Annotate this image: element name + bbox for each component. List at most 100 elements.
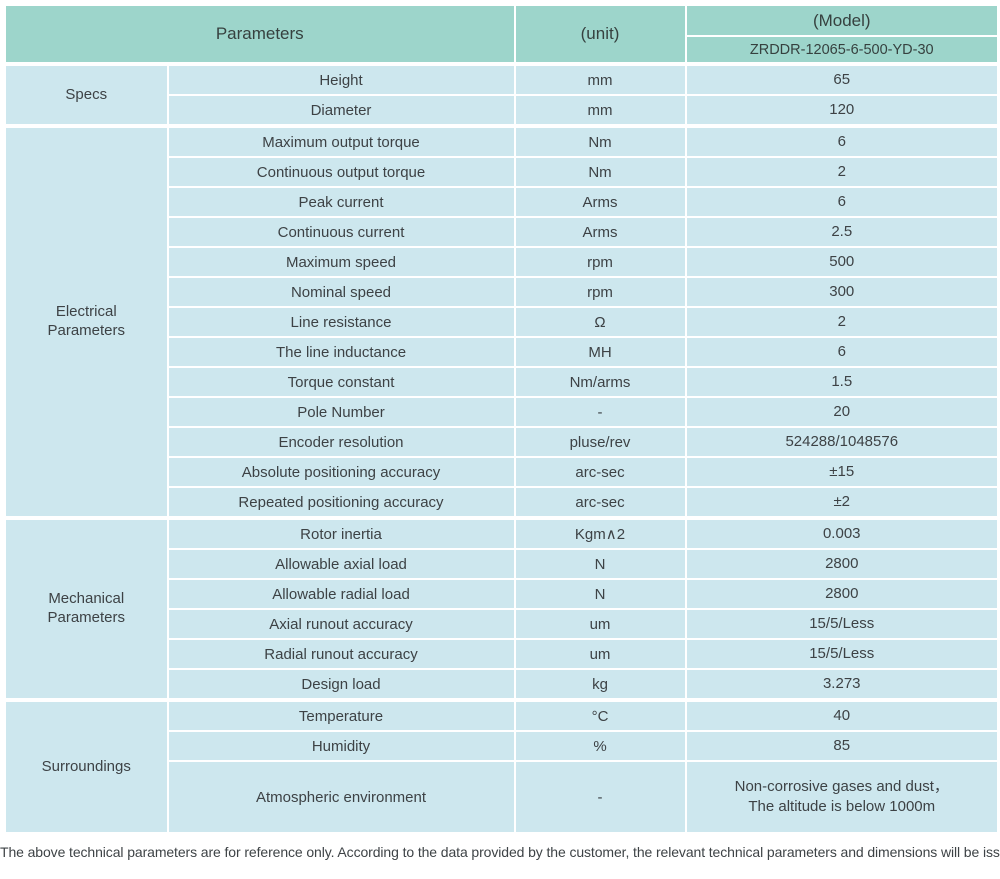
value-cell: 3.273 (684, 668, 1000, 701)
unit-cell: °C (513, 698, 687, 732)
value-cell: 20 (684, 396, 1000, 428)
unit-cell: N (513, 578, 687, 610)
unit-cell: Nm/arms (513, 366, 687, 398)
table-row: Continuous output torque Nm 2 (5, 156, 1000, 188)
value-cell: 2 (684, 156, 1000, 188)
param-cell: Maximum output torque (166, 124, 516, 158)
value-cell: 6 (684, 186, 1000, 218)
header-parameters: Parameters (3, 3, 516, 65)
table-row: Specs Height mm 65 (3, 62, 1000, 127)
param-cell: Torque constant (166, 366, 516, 398)
table-row: Encoder resolution pluse/rev 524288/1048… (5, 426, 1000, 458)
param-cell: Height (166, 62, 516, 96)
spec-sheet: Parameters (unit) (Model) ZRDDR-12065-6-… (3, 3, 1000, 835)
param-cell: Pole Number (166, 396, 516, 428)
param-cell: Continuous output torque (166, 156, 516, 188)
table-row: The line inductance MH 6 (5, 336, 1000, 368)
table-row: Electrical Parameters Maximum output tor… (3, 124, 1000, 519)
param-cell: Continuous current (166, 216, 516, 248)
unit-cell: Arms (513, 216, 687, 248)
value-cell: 1.5 (684, 366, 1000, 398)
value-cell: 65 (684, 62, 1000, 96)
value-cell: 85 (684, 730, 1000, 762)
section-label-electrical: Electrical Parameters (3, 124, 169, 519)
unit-cell: Nm (513, 156, 687, 188)
table-row: Maximum speed rpm 500 (5, 246, 1000, 278)
table-row: Surroundings Temperature °C 40 (3, 698, 1000, 835)
table-row: Mechanical Parameters Rotor inertia Kgm∧… (3, 516, 1000, 701)
param-cell: Absolute positioning accuracy (166, 456, 516, 488)
unit-cell: Nm (513, 124, 687, 158)
table-row: Allowable radial load N 2800 (5, 578, 1000, 610)
value-cell: 0.003 (684, 516, 1000, 550)
value-cell: 2800 (684, 578, 1000, 610)
param-cell: Allowable radial load (166, 578, 516, 610)
param-cell: Diameter (166, 94, 516, 127)
value-cell: 40 (684, 698, 1000, 732)
param-cell: Allowable axial load (166, 548, 516, 580)
section-label-mechanical: Mechanical Parameters (3, 516, 169, 701)
value-cell: 120 (684, 94, 1000, 127)
table-row: Design load kg 3.273 (5, 668, 1000, 701)
value-cell: 2 (684, 306, 1000, 338)
param-cell: Temperature (166, 698, 516, 732)
table-row: Repeated positioning accuracy arc-sec ±2 (5, 486, 1000, 519)
value-cell: 524288/1048576 (684, 426, 1000, 458)
unit-cell: % (513, 730, 687, 762)
value-cell: 15/5/Less (684, 608, 1000, 640)
unit-cell: Ω (513, 306, 687, 338)
spec-table: Parameters (unit) (Model) ZRDDR-12065-6-… (3, 3, 1000, 835)
table-row: Humidity % 85 (5, 730, 1000, 762)
unit-cell: N (513, 548, 687, 580)
table-row: Diameter mm 120 (5, 94, 1000, 127)
header-model-label: (Model) (684, 3, 1000, 37)
value-cell: 300 (684, 276, 1000, 308)
unit-cell: Arms (513, 186, 687, 218)
unit-cell: kg (513, 668, 687, 701)
param-cell: Humidity (166, 730, 516, 762)
unit-cell: - (513, 760, 687, 835)
table-row: Atmospheric environment - Non-corrosive … (5, 760, 1000, 835)
table-row: Pole Number - 20 (5, 396, 1000, 428)
unit-cell: mm (513, 62, 687, 96)
unit-cell: - (513, 396, 687, 428)
table-row: Torque constant Nm/arms 1.5 (5, 366, 1000, 398)
unit-cell: arc-sec (513, 486, 687, 519)
unit-cell: Kgm∧2 (513, 516, 687, 550)
param-cell: Repeated positioning accuracy (166, 486, 516, 519)
value-cell: ±2 (684, 486, 1000, 519)
value-cell: 6 (684, 336, 1000, 368)
unit-cell: arc-sec (513, 456, 687, 488)
unit-cell: mm (513, 94, 687, 127)
table-row: Absolute positioning accuracy arc-sec ±1… (5, 456, 1000, 488)
param-cell: Maximum speed (166, 246, 516, 278)
unit-cell: rpm (513, 246, 687, 278)
value-cell: 15/5/Less (684, 638, 1000, 670)
table-row: Axial runout accuracy um 15/5/Less (5, 608, 1000, 640)
table-row: Radial runout accuracy um 15/5/Less (5, 638, 1000, 670)
table-row: Continuous current Arms 2.5 (5, 216, 1000, 248)
value-cell: ±15 (684, 456, 1000, 488)
unit-cell: pluse/rev (513, 426, 687, 458)
table-header: Parameters (unit) (Model) ZRDDR-12065-6-… (3, 3, 1000, 65)
param-cell: Line resistance (166, 306, 516, 338)
footer-note: The above technical parameters are for r… (0, 844, 1000, 860)
table-row: Line resistance Ω 2 (5, 306, 1000, 338)
header-unit: (unit) (513, 3, 687, 65)
param-cell: Nominal speed (166, 276, 516, 308)
unit-cell: MH (513, 336, 687, 368)
param-cell: Peak current (166, 186, 516, 218)
param-cell: Encoder resolution (166, 426, 516, 458)
unit-cell: um (513, 608, 687, 640)
table-row: Nominal speed rpm 300 (5, 276, 1000, 308)
param-cell: The line inductance (166, 336, 516, 368)
param-cell: Radial runout accuracy (166, 638, 516, 670)
table-row: Peak current Arms 6 (5, 186, 1000, 218)
section-label-surroundings: Surroundings (3, 698, 169, 835)
param-cell: Design load (166, 668, 516, 701)
param-cell: Axial runout accuracy (166, 608, 516, 640)
param-cell: Rotor inertia (166, 516, 516, 550)
value-cell: 2800 (684, 548, 1000, 580)
value-cell: 6 (684, 124, 1000, 158)
table-row: Allowable axial load N 2800 (5, 548, 1000, 580)
